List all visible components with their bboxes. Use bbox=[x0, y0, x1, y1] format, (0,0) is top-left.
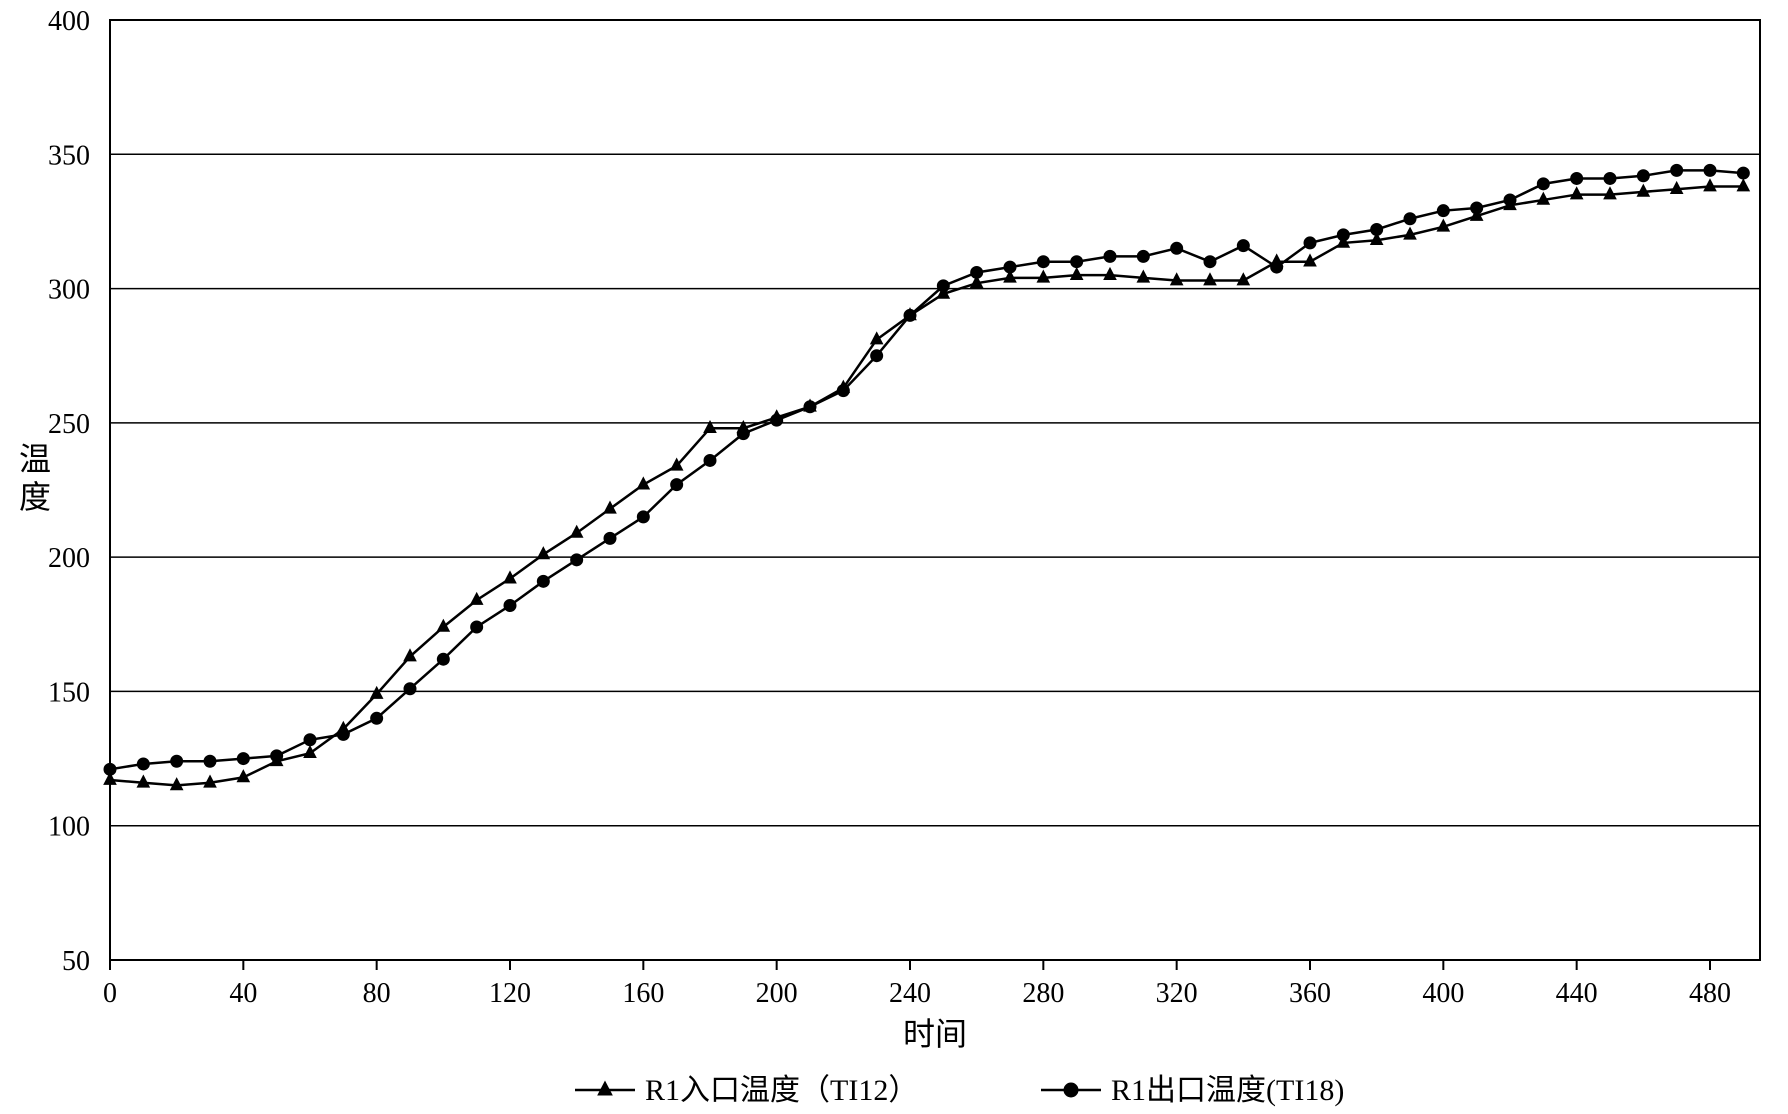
marker-circle bbox=[1004, 261, 1016, 273]
legend-label: R1入口温度（TI12） bbox=[645, 1074, 918, 1107]
marker-circle bbox=[471, 621, 483, 633]
marker-circle bbox=[737, 428, 749, 440]
marker-triangle bbox=[1104, 268, 1116, 280]
marker-circle bbox=[437, 653, 449, 665]
x-tick-label: 280 bbox=[1022, 978, 1064, 1009]
marker-circle bbox=[1171, 242, 1183, 254]
marker-circle bbox=[1371, 223, 1383, 235]
x-tick-label: 320 bbox=[1156, 978, 1198, 1009]
marker-circle bbox=[571, 554, 583, 566]
marker-circle bbox=[1337, 229, 1349, 241]
y-tick-label: 150 bbox=[48, 677, 90, 708]
legend-item: R1出口温度(TI18) bbox=[1041, 1074, 1344, 1107]
marker-triangle bbox=[404, 649, 416, 661]
marker-circle bbox=[504, 599, 516, 611]
marker-circle bbox=[704, 454, 716, 466]
x-tick-label: 120 bbox=[489, 978, 531, 1009]
marker-circle bbox=[337, 728, 349, 740]
marker-circle bbox=[271, 750, 283, 762]
legend-marker-circle bbox=[1064, 1083, 1078, 1097]
marker-circle bbox=[171, 755, 183, 767]
marker-triangle bbox=[1571, 187, 1583, 199]
x-tick-label: 360 bbox=[1289, 978, 1331, 1009]
marker-circle bbox=[304, 734, 316, 746]
x-tick-label: 200 bbox=[756, 978, 798, 1009]
legend: R1入口温度（TI12） R1出口温度(TI18) bbox=[575, 1074, 1344, 1107]
marker-triangle bbox=[571, 526, 583, 538]
y-tick-label: 100 bbox=[48, 812, 90, 843]
x-tick-label: 80 bbox=[363, 978, 391, 1009]
marker-circle bbox=[1504, 194, 1516, 206]
marker-circle bbox=[804, 401, 816, 413]
x-tick-label: 160 bbox=[622, 978, 664, 1009]
y-axis-label: 温 bbox=[19, 441, 51, 477]
marker-circle bbox=[1704, 164, 1716, 176]
marker-circle bbox=[1637, 170, 1649, 182]
plot-border bbox=[110, 20, 1760, 960]
x-tick-label: 40 bbox=[229, 978, 257, 1009]
marker-triangle bbox=[604, 502, 616, 514]
marker-circle bbox=[671, 479, 683, 491]
marker-circle bbox=[771, 414, 783, 426]
marker-triangle bbox=[1737, 179, 1749, 191]
marker-circle bbox=[137, 758, 149, 770]
x-tick-label: 240 bbox=[889, 978, 931, 1009]
marker-circle bbox=[1404, 213, 1416, 225]
marker-circle bbox=[1571, 172, 1583, 184]
marker-circle bbox=[1604, 172, 1616, 184]
y-tick-label: 300 bbox=[48, 275, 90, 306]
y-tick-label: 50 bbox=[62, 946, 90, 977]
y-tick-label: 350 bbox=[48, 140, 90, 171]
marker-circle bbox=[104, 763, 116, 775]
marker-circle bbox=[1071, 256, 1083, 268]
marker-circle bbox=[904, 309, 916, 321]
series-line bbox=[110, 170, 1743, 769]
marker-circle bbox=[1204, 256, 1216, 268]
marker-circle bbox=[371, 712, 383, 724]
marker-triangle bbox=[437, 620, 449, 632]
marker-circle bbox=[604, 532, 616, 544]
marker-circle bbox=[1271, 261, 1283, 273]
marker-circle bbox=[1304, 237, 1316, 249]
marker-circle bbox=[404, 683, 416, 695]
x-tick-label: 0 bbox=[103, 978, 117, 1009]
legend-item: R1入口温度（TI12） bbox=[575, 1074, 918, 1107]
y-tick-label: 250 bbox=[48, 409, 90, 440]
legend-label: R1出口温度(TI18) bbox=[1111, 1074, 1344, 1107]
marker-circle bbox=[971, 266, 983, 278]
marker-triangle bbox=[304, 746, 316, 758]
temperature-chart: 50 100 150 200 250 300 350 400 0 40 80 120 160 200 240… bbox=[0, 0, 1788, 1114]
marker-triangle bbox=[871, 332, 883, 344]
marker-circle bbox=[1104, 250, 1116, 262]
x-tick-label: 480 bbox=[1689, 978, 1731, 1009]
marker-circle bbox=[1537, 178, 1549, 190]
marker-triangle bbox=[1071, 268, 1083, 280]
marker-circle bbox=[237, 753, 249, 765]
marker-circle bbox=[204, 755, 216, 767]
marker-circle bbox=[1737, 167, 1749, 179]
marker-triangle bbox=[1204, 273, 1216, 285]
y-tick-label: 400 bbox=[48, 6, 90, 37]
marker-circle bbox=[937, 280, 949, 292]
marker-circle bbox=[1471, 202, 1483, 214]
y-axis-label: 度 bbox=[19, 479, 51, 515]
x-axis-label: 时间 bbox=[903, 1016, 967, 1052]
marker-circle bbox=[537, 575, 549, 587]
marker-circle bbox=[1437, 205, 1449, 217]
marker-circle bbox=[637, 511, 649, 523]
x-tick-label: 440 bbox=[1556, 978, 1598, 1009]
chart-svg: 50 100 150 200 250 300 350 400 0 40 80 120 160 200 240… bbox=[0, 0, 1788, 1114]
marker-circle bbox=[837, 385, 849, 397]
marker-triangle bbox=[1704, 179, 1716, 191]
marker-circle bbox=[1671, 164, 1683, 176]
marker-triangle bbox=[504, 571, 516, 583]
series-line bbox=[110, 187, 1743, 786]
marker-circle bbox=[1037, 256, 1049, 268]
marker-circle bbox=[1237, 240, 1249, 252]
y-tick-label: 200 bbox=[48, 543, 90, 574]
x-tick-label: 400 bbox=[1422, 978, 1464, 1009]
legend-marker-triangle bbox=[598, 1082, 612, 1095]
marker-circle bbox=[871, 350, 883, 362]
marker-circle bbox=[1137, 250, 1149, 262]
